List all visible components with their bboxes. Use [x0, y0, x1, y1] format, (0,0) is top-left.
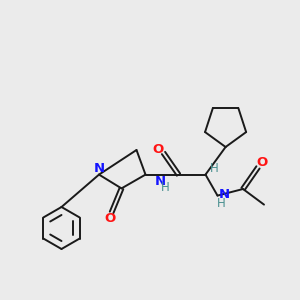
- Text: H: H: [161, 181, 170, 194]
- Text: H: H: [217, 197, 226, 210]
- Text: H: H: [209, 161, 218, 175]
- Text: N: N: [93, 161, 105, 175]
- Text: O: O: [104, 212, 116, 226]
- Text: N: N: [155, 175, 166, 188]
- Text: N: N: [218, 188, 230, 202]
- Text: O: O: [256, 156, 267, 170]
- Text: O: O: [152, 143, 164, 156]
